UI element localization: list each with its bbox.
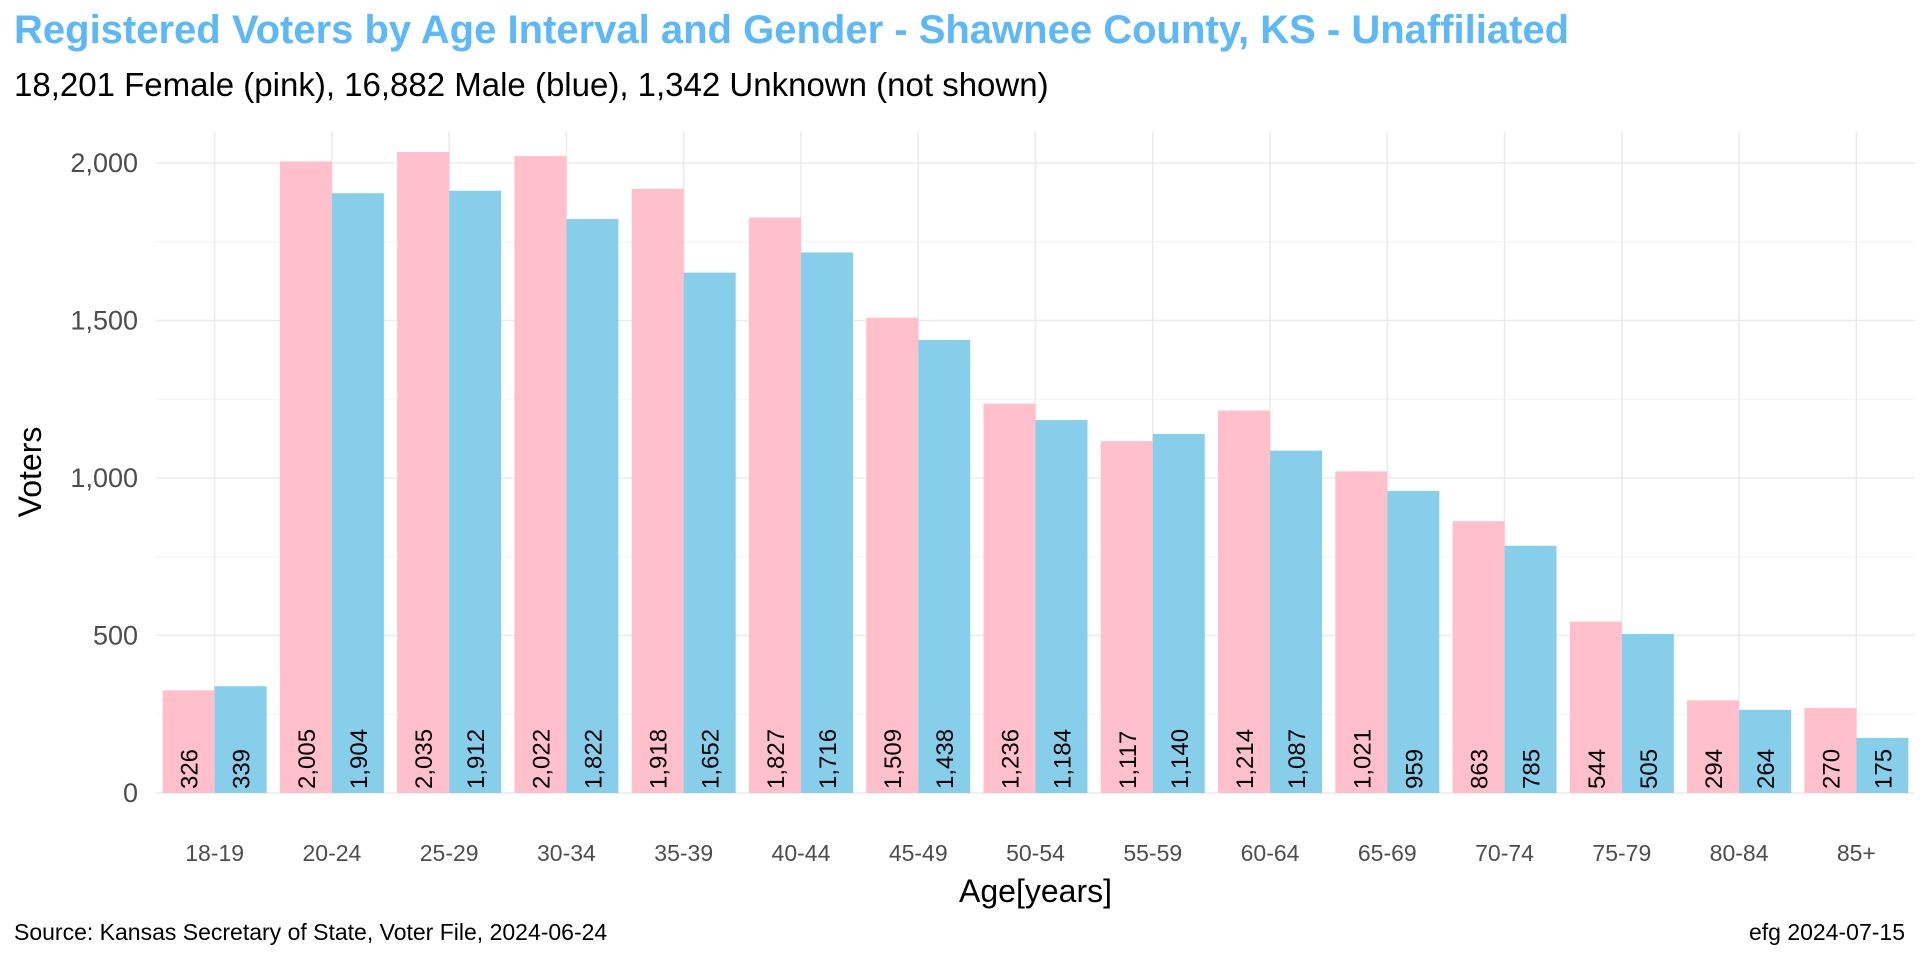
bar-value-label: 1,214 (1232, 729, 1259, 789)
bar-value-label: 1,912 (463, 729, 490, 789)
bar-value-label: 339 (229, 749, 256, 789)
x-tick-label: 25-29 (420, 840, 479, 866)
male-bar-60-64 (1270, 450, 1323, 793)
bar-value-label: 270 (1818, 749, 1845, 789)
bar-value-label: 1,652 (698, 729, 725, 789)
male-bar-70-74 (1504, 545, 1557, 793)
female-bar-70-74 (1452, 521, 1505, 793)
bar-value-label: 1,184 (1050, 729, 1077, 789)
bar-value-label: 959 (1401, 749, 1428, 789)
x-tick-label: 40-44 (772, 840, 831, 866)
male-bar-75-79 (1621, 633, 1674, 793)
x-tick-label: 35-39 (654, 840, 713, 866)
x-tick-label: 85+ (1837, 840, 1876, 866)
male-bar-50-54 (1035, 420, 1088, 793)
bar-value-label: 1,438 (932, 729, 959, 789)
bar-value-label: 863 (1467, 749, 1494, 789)
bar-value-label: 1,827 (763, 729, 790, 789)
bar-value-label: 785 (1519, 749, 1546, 789)
y-tick-label: 500 (93, 621, 138, 651)
female-bar-40-44 (748, 217, 801, 793)
male-bar-85+ (1856, 737, 1909, 793)
x-tick-label: 75-79 (1592, 840, 1651, 866)
y-tick-label: 0 (123, 778, 138, 808)
male-bar-18-19 (214, 686, 267, 793)
female-bar-65-69 (1335, 471, 1388, 793)
x-tick-label: 55-59 (1123, 840, 1182, 866)
male-bar-20-24 (331, 193, 384, 794)
chart-subtitle: 18,201 Female (pink), 16,882 Male (blue)… (14, 66, 1049, 103)
x-tick-label: 70-74 (1475, 840, 1534, 866)
male-bar-25-29 (449, 190, 502, 794)
y-axis-ticks: 0 500 1,000 1,500 2,000 (70, 148, 138, 808)
female-bar-80-84 (1687, 700, 1740, 793)
x-tick-label: 50-54 (1006, 840, 1065, 866)
male-bar-40-44 (800, 252, 853, 793)
chart-title: Registered Voters by Age Interval and Ge… (14, 8, 1570, 52)
female-bar-25-29 (397, 151, 450, 794)
bar-value-label: 2,022 (528, 729, 555, 789)
source-note: Source: Kansas Secretary of State, Voter… (14, 919, 608, 945)
x-axis-title: Age[years] (959, 873, 1112, 909)
bar-value-label: 175 (1870, 749, 1897, 789)
bar-value-label: 1,822 (580, 729, 607, 789)
y-tick-label: 2,000 (70, 148, 138, 178)
female-bar-20-24 (279, 161, 332, 794)
bar-value-label: 1,021 (1349, 729, 1376, 789)
x-tick-label: 80-84 (1710, 840, 1769, 866)
x-tick-label: 30-34 (537, 840, 596, 866)
bar-value-label: 1,716 (815, 729, 842, 789)
female-bar-60-64 (1218, 410, 1271, 793)
x-tick-label: 45-49 (889, 840, 948, 866)
bar-value-label: 1,509 (880, 729, 907, 789)
bar-value-label: 326 (177, 749, 204, 789)
bar-value-label: 505 (1636, 749, 1663, 789)
female-bar-18-19 (162, 690, 215, 793)
bar-value-label: 2,035 (411, 729, 438, 789)
y-axis-title: Voters (12, 427, 48, 518)
credit-note: efg 2024-07-15 (1748, 919, 1905, 945)
male-bar-80-84 (1739, 709, 1792, 793)
male-bar-30-34 (566, 219, 619, 793)
female-bar-55-59 (1100, 441, 1153, 793)
bars (162, 151, 1909, 794)
female-bar-85+ (1804, 707, 1857, 793)
female-bar-45-49 (866, 317, 919, 793)
male-bar-45-49 (918, 340, 971, 793)
male-bar-35-39 (683, 272, 736, 793)
x-tick-label: 18-19 (185, 840, 244, 866)
bar-value-label: 294 (1701, 749, 1728, 789)
bar-value-label: 1,140 (1167, 729, 1194, 789)
bar-value-label: 1,087 (1284, 729, 1311, 789)
bar-value-label: 1,904 (346, 729, 373, 789)
bar-value-label: 1,236 (998, 729, 1025, 789)
y-tick-label: 1,000 (70, 463, 138, 493)
x-tick-label: 20-24 (302, 840, 361, 866)
male-bar-55-59 (1152, 433, 1205, 793)
male-bar-65-69 (1387, 490, 1440, 793)
female-bar-30-34 (514, 156, 567, 793)
bar-value-label: 1,918 (646, 729, 673, 789)
x-axis-ticks: 18-19 20-24 25-29 30-34 35-39 40-44 45-49 50-54… (185, 840, 1876, 866)
female-bar-75-79 (1569, 621, 1622, 793)
bar-value-label: 2,005 (294, 729, 321, 789)
bar-value-label: 544 (1584, 749, 1611, 789)
female-bar-35-39 (631, 188, 684, 793)
bar-labels: 326 339 2,005 1,904 2,035 1,912 2,022 1,822 1,91… (177, 729, 1898, 789)
female-bar-50-54 (983, 403, 1036, 793)
x-tick-label: 60-64 (1241, 840, 1300, 866)
y-tick-label: 1,500 (70, 306, 138, 336)
bar-value-label: 264 (1753, 749, 1780, 789)
bar-value-label: 1,117 (1115, 731, 1142, 789)
x-tick-label: 65-69 (1358, 840, 1417, 866)
